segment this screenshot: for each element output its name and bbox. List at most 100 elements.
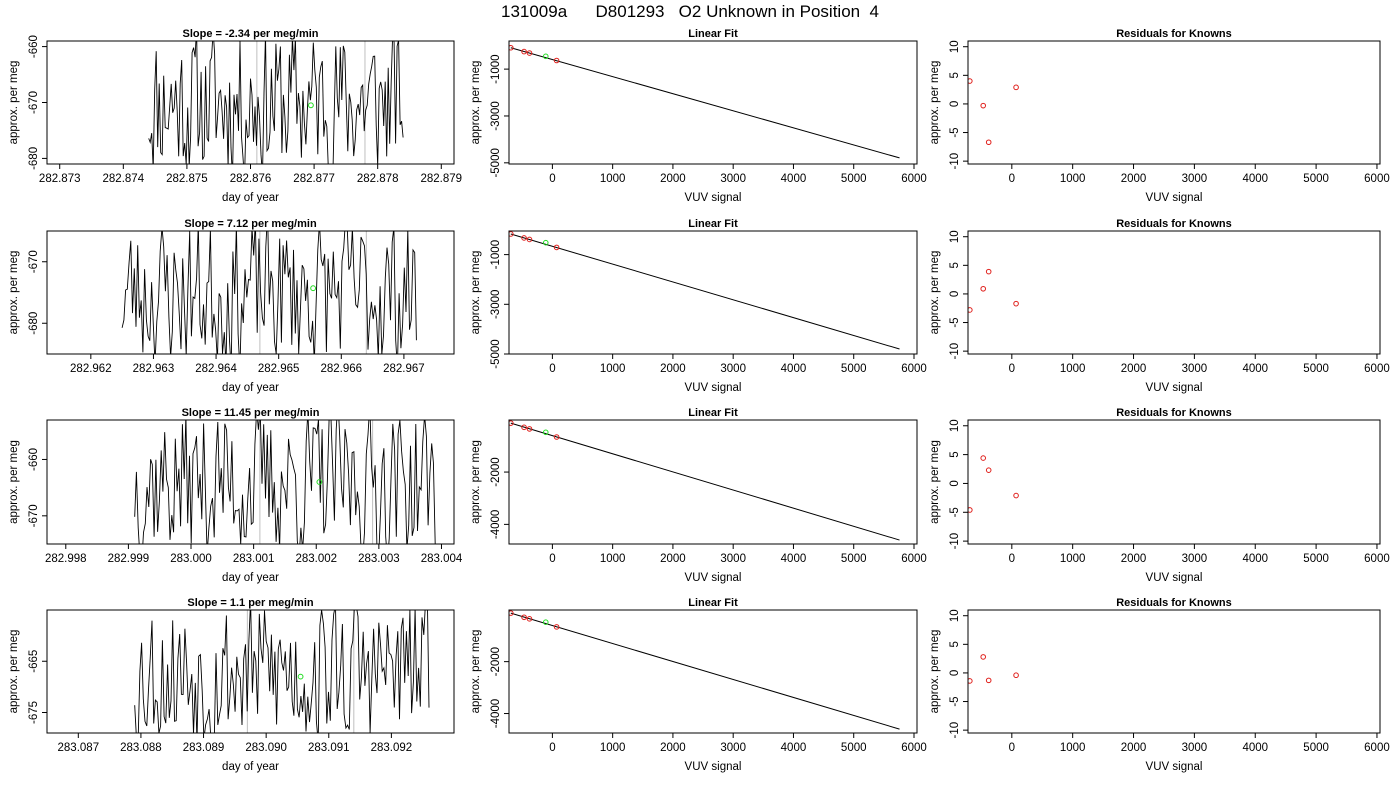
known-point: [553, 624, 560, 630]
residual-point: [980, 102, 987, 109]
y-axis-label: approx. per meg: [8, 251, 20, 335]
x-tick-label: 6000: [1364, 742, 1390, 754]
residual-point: [968, 307, 973, 313]
known-point: [526, 236, 533, 243]
x-tick-label: 2000: [660, 553, 686, 565]
plot-frame: [967, 230, 1381, 355]
y-tick-label: 5: [949, 72, 961, 78]
y-axis-label: approx. per meg: [470, 251, 482, 335]
plot-frame: [967, 609, 1381, 734]
known-point: [526, 616, 533, 622]
x-tick-label: 282.873: [39, 173, 81, 185]
y-axis-label: approx. per meg: [8, 440, 20, 524]
y-tick-label: -680: [28, 312, 40, 335]
data-trace: [134, 610, 430, 733]
x-tick-label: 1000: [600, 553, 626, 565]
panel-r3c2: 0 1000 2000 3000 4000 5000 6000 -2000 -4000 Linea…: [470, 407, 927, 584]
unknown-point: [308, 102, 314, 109]
panel-r4c1: 283.087 283.088 283.089 283.090 283.091 283.0…: [8, 597, 455, 773]
x-tick-label: 3000: [1182, 553, 1208, 565]
x-tick-label: 4000: [1242, 742, 1268, 754]
known-point: [526, 426, 533, 432]
x-tick-label: 3000: [1182, 363, 1208, 375]
y-axis-label: approx. per meg: [470, 440, 482, 524]
x-tick-label: 4000: [1242, 363, 1268, 375]
y-tick-label: -670: [28, 250, 40, 273]
panel-r1c1: 282.873 282.874 282.875 282.876 282.877 282.8…: [8, 28, 462, 204]
residual-point: [1013, 492, 1019, 499]
panel-title: Residuals for Knowns: [1116, 218, 1232, 230]
y-tick-label: -10: [949, 722, 961, 739]
known-point: [521, 235, 527, 241]
unknown-point: [542, 429, 549, 436]
panel-title: Linear Fit: [688, 28, 738, 40]
x-tick-label: 3000: [720, 363, 746, 375]
panel-r1c2: 0 1000 2000 3000 4000 5000 6000 -1000 -3000 -5000…: [470, 28, 927, 204]
plot-area: [509, 610, 900, 730]
y-tick-label: -5000: [490, 148, 502, 177]
x-tick-label: 2000: [660, 742, 686, 754]
y-tick-label: -10: [949, 533, 961, 550]
y-tick-label: 5: [949, 262, 961, 268]
x-tick-label: 3000: [720, 553, 746, 565]
known-point: [553, 434, 560, 440]
plot-area: [968, 455, 1019, 513]
x-tick-label: 282.964: [195, 363, 237, 375]
unknown-point: [542, 239, 549, 246]
known-point: [526, 50, 533, 56]
x-tick-label: 283.003: [358, 553, 400, 565]
x-tick-label: 4000: [781, 742, 807, 754]
panel-title: Linear Fit: [688, 407, 738, 419]
known-point: [509, 610, 514, 616]
plot-area: [968, 268, 1019, 313]
plot-frame: [967, 40, 1381, 165]
x-tick-label: 6000: [1364, 363, 1390, 375]
data-trace: [121, 231, 417, 354]
y-tick-label: 0: [949, 291, 961, 297]
residual-point: [1013, 84, 1019, 91]
panel-title: Residuals for Knowns: [1116, 28, 1232, 40]
x-tick-label: 282.875: [166, 173, 208, 185]
y-tick-label: 0: [949, 480, 961, 486]
y-tick-label: -5: [949, 127, 961, 137]
y-tick-label: -2000: [490, 457, 502, 486]
residual-point: [1013, 672, 1019, 679]
y-tick-label: 10: [949, 230, 961, 243]
y-axis-label: approx. per meg: [470, 61, 482, 145]
unknown-point: [316, 479, 323, 485]
x-tick-label: 2000: [1121, 553, 1147, 565]
y-tick-label: -660: [28, 448, 40, 471]
x-tick-label: 282.877: [293, 173, 335, 185]
x-tick-label: 3000: [1182, 173, 1208, 185]
x-tick-label: 6000: [1364, 553, 1390, 565]
residual-point: [985, 677, 992, 684]
panel-r2c2: 0 1000 2000 3000 4000 5000 6000 -1000 -3000 -5000…: [470, 218, 927, 394]
x-tick-label: 282.876: [230, 173, 272, 185]
residual-point: [968, 678, 973, 684]
x-axis-label: VUV signal: [685, 572, 742, 584]
plot-area: [509, 231, 900, 350]
x-tick-label: 2000: [1121, 173, 1147, 185]
y-tick-label: 5: [949, 641, 961, 647]
plot-area: [134, 610, 430, 733]
panel-title: Slope = 1.1 per meg/min: [187, 597, 314, 609]
x-tick-label: 5000: [1303, 742, 1329, 754]
x-axis-label: VUV signal: [1146, 382, 1203, 394]
x-axis-label: VUV signal: [685, 192, 742, 204]
y-tick-label: -670: [28, 91, 40, 114]
x-tick-label: 0: [1009, 173, 1015, 185]
plot-frame: [508, 419, 918, 545]
plot-area: [968, 78, 1019, 146]
panel-title: Residuals for Knowns: [1116, 407, 1232, 419]
x-tick-label: 6000: [901, 363, 927, 375]
x-tick-label: 1000: [600, 742, 626, 754]
y-tick-label: -665: [28, 650, 40, 673]
x-tick-label: 3000: [720, 173, 746, 185]
x-tick-label: 283.002: [295, 553, 337, 565]
known-point: [509, 420, 514, 426]
x-axis-label: VUV signal: [1146, 192, 1203, 204]
y-tick-label: -1000: [490, 54, 502, 83]
x-tick-label: 3000: [1182, 742, 1208, 754]
x-tick-label: 1000: [600, 363, 626, 375]
